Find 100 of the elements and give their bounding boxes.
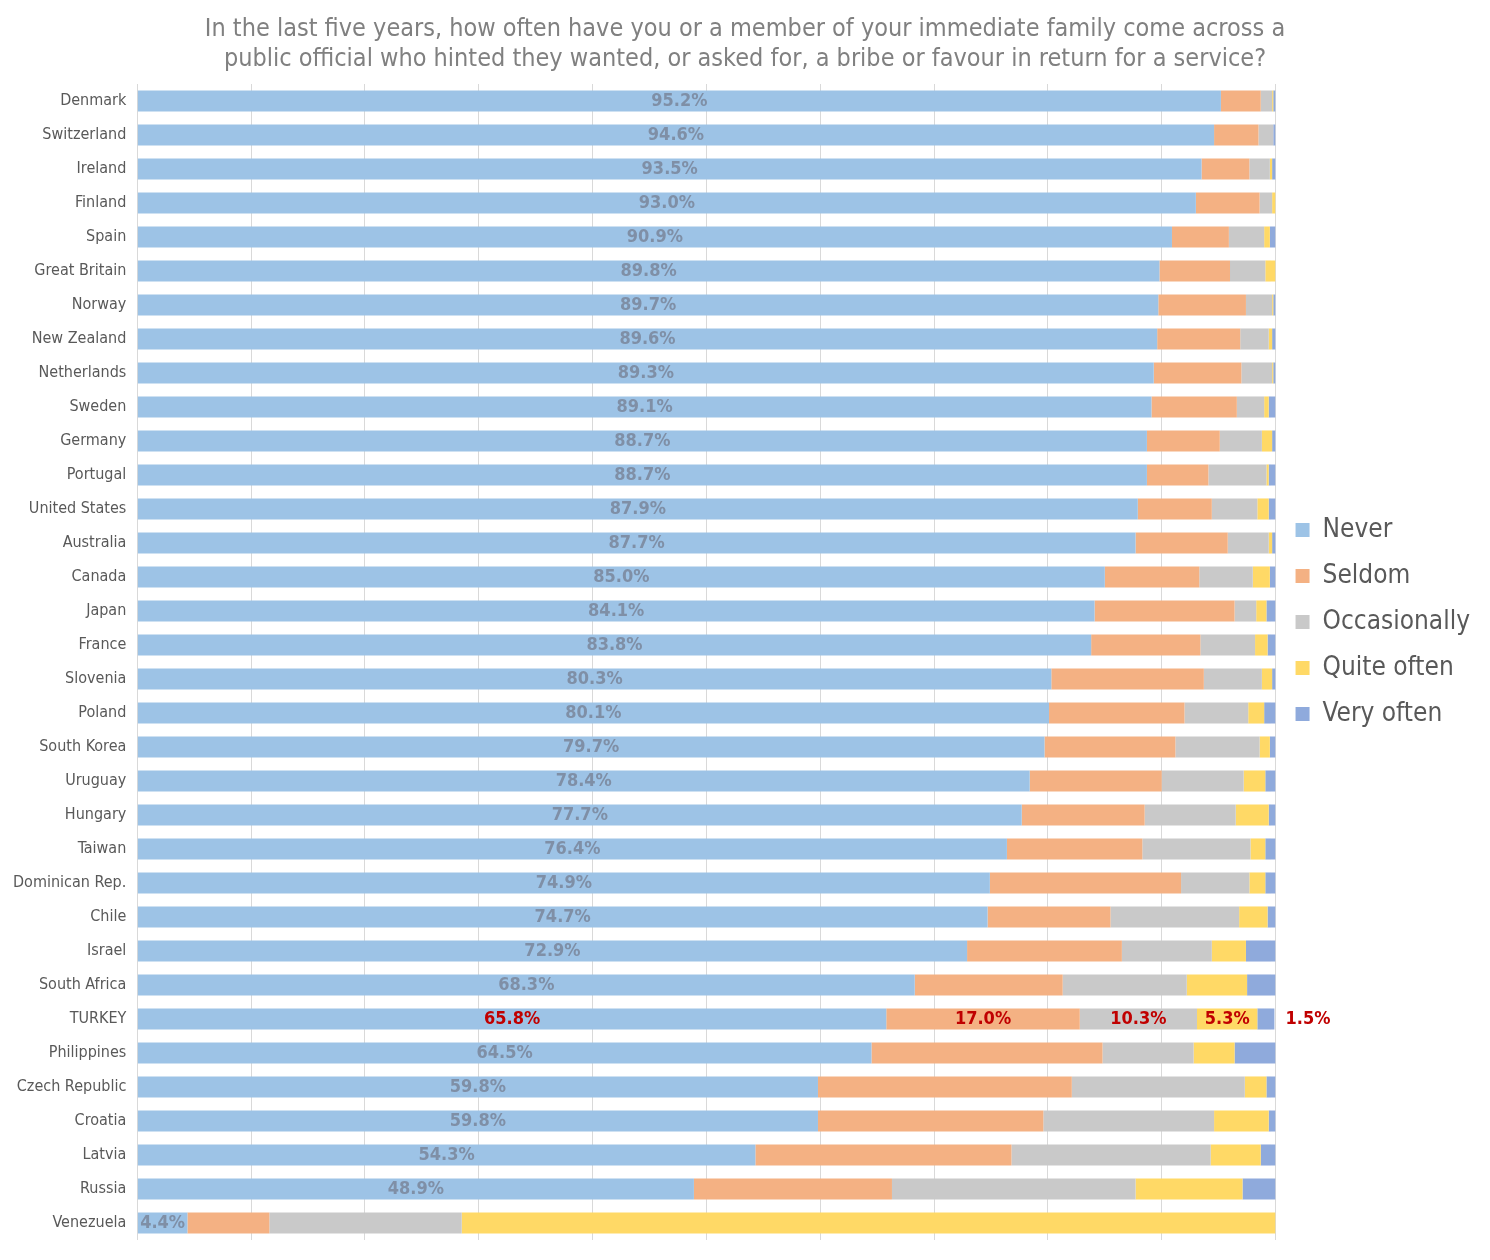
- bar: [137, 566, 1105, 588]
- y-tick-label: Norway: [71, 294, 127, 314]
- bar: [1267, 906, 1276, 928]
- bar: [137, 770, 1030, 792]
- bar: [137, 1042, 872, 1064]
- bar: [1220, 90, 1261, 112]
- bar: [137, 736, 1045, 758]
- bar: [886, 1008, 1080, 1030]
- bar: [1159, 260, 1231, 282]
- bar: [137, 906, 988, 928]
- bar: [1264, 226, 1270, 248]
- bar: [137, 838, 1007, 860]
- data-label: 89.6%: [619, 326, 676, 348]
- bar: [1243, 770, 1266, 792]
- bar: [914, 974, 1063, 996]
- bar: [1242, 1178, 1276, 1200]
- bar: [137, 634, 1092, 656]
- bar: [1151, 396, 1237, 418]
- data-label: 48.9%: [387, 1176, 444, 1198]
- bar: [1044, 736, 1176, 758]
- bar: [1256, 600, 1267, 622]
- y-tick-label: Dominican Rep.: [12, 872, 127, 892]
- data-label: 93.5%: [641, 156, 698, 178]
- bar: [1248, 702, 1265, 724]
- legend-label: Never: [1322, 512, 1393, 543]
- bar: [137, 1110, 818, 1132]
- bar: [1269, 226, 1276, 248]
- data-label: 85.0%: [593, 564, 650, 586]
- bar: [1257, 498, 1269, 520]
- bar: [1228, 226, 1265, 248]
- bar: [1203, 668, 1262, 690]
- bar: [1200, 634, 1256, 656]
- y-tick-label: Slovenia: [65, 668, 127, 688]
- bar: [1021, 804, 1145, 826]
- data-label: 88.7%: [614, 428, 671, 450]
- bar: [1268, 396, 1276, 418]
- bar: [137, 1178, 694, 1200]
- bar: [1121, 940, 1212, 962]
- data-label: 89.1%: [616, 394, 673, 416]
- bar: [1049, 702, 1185, 724]
- bar: [1272, 192, 1276, 214]
- bar: [1260, 90, 1273, 112]
- bar: [137, 702, 1050, 724]
- bar: [137, 192, 1196, 214]
- y-tick-label: Germany: [60, 430, 127, 450]
- bar: [137, 872, 990, 894]
- bar: [1241, 362, 1273, 384]
- bar: [1265, 872, 1276, 894]
- bar: [1252, 566, 1270, 588]
- data-label: 74.7%: [534, 904, 591, 926]
- bar: [137, 430, 1147, 452]
- data-label: 95.2%: [651, 88, 708, 110]
- data-label: 84.1%: [588, 598, 645, 620]
- y-tick-label: Netherlands: [38, 362, 127, 382]
- bar: [137, 328, 1158, 350]
- bar: [269, 1212, 462, 1234]
- y-tick-label: Venezuela: [52, 1212, 127, 1232]
- bar: [1272, 532, 1276, 554]
- bar: [1249, 872, 1266, 894]
- bar: [987, 906, 1111, 928]
- bar: [137, 668, 1052, 690]
- bar: [137, 124, 1215, 146]
- bar: [1211, 498, 1258, 520]
- data-label: 78.4%: [555, 768, 612, 790]
- bar: [1266, 600, 1276, 622]
- bar: [1011, 1144, 1211, 1166]
- y-tick-label: Japan: [85, 600, 127, 620]
- data-label: 79.7%: [563, 734, 620, 756]
- bar: [137, 260, 1160, 282]
- data-label: 65.8%: [483, 1006, 541, 1028]
- y-tick-label: New Zealand: [31, 328, 127, 348]
- data-label: 90.9%: [626, 224, 683, 246]
- bar: [755, 1144, 1012, 1166]
- bar: [1267, 634, 1276, 656]
- bar: [891, 1178, 1136, 1200]
- bar: [137, 1008, 887, 1030]
- data-label: 59.8%: [449, 1108, 506, 1130]
- data-label: 77.7%: [551, 802, 608, 824]
- bar: [1268, 498, 1276, 520]
- data-label: 89.3%: [617, 360, 674, 382]
- y-tick-label: South Korea: [39, 736, 127, 756]
- data-label: 89.8%: [620, 258, 677, 280]
- bar: [1158, 294, 1246, 316]
- bar: [817, 1076, 1072, 1098]
- legend-label: Occasionally: [1322, 604, 1471, 635]
- bar: [1261, 668, 1273, 690]
- bar: [1239, 906, 1268, 928]
- data-label: 94.6%: [647, 122, 705, 144]
- y-tick-label: Switzerland: [42, 124, 127, 144]
- bar: [1193, 1042, 1235, 1064]
- bar: [1153, 362, 1242, 384]
- bar: [1062, 974, 1187, 996]
- data-label: 83.8%: [586, 632, 643, 654]
- data-label: 72.9%: [524, 938, 581, 960]
- y-tick-label: France: [78, 634, 127, 654]
- data-label: 54.3%: [418, 1142, 475, 1164]
- bar: [137, 226, 1172, 248]
- y-tick-label: Hungary: [64, 804, 127, 824]
- bar: [1268, 464, 1276, 486]
- bar: [137, 396, 1152, 418]
